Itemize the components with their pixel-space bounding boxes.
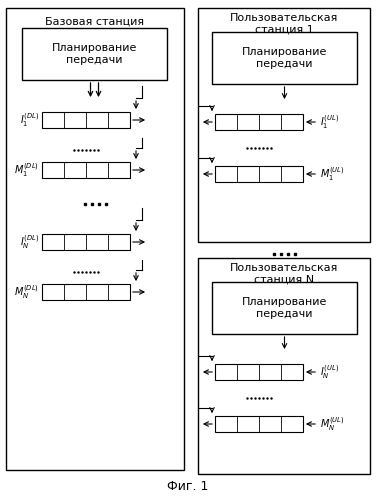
Text: Планирование
передачи: Планирование передачи — [242, 47, 327, 69]
Bar — [22, 28, 167, 80]
Text: $I_N^{(UL)}$: $I_N^{(UL)}$ — [320, 363, 339, 381]
Text: $I_1^{(UL)}$: $I_1^{(UL)}$ — [320, 113, 339, 131]
Text: $I_1^{(DL)}$: $I_1^{(DL)}$ — [20, 111, 39, 129]
Text: $M_N^{(DL)}$: $M_N^{(DL)}$ — [14, 283, 39, 301]
Bar — [212, 282, 357, 334]
Text: станция N: станция N — [254, 275, 314, 285]
Bar — [215, 114, 303, 130]
Bar — [42, 234, 130, 250]
Text: Планирование
передачи: Планирование передачи — [242, 297, 327, 319]
Bar — [13, 220, 177, 310]
Bar — [42, 112, 130, 128]
Text: $M_N^{(UL)}$: $M_N^{(UL)}$ — [320, 415, 345, 433]
Text: $I_N^{(DL)}$: $I_N^{(DL)}$ — [20, 233, 39, 251]
Text: Планирование
передачи: Планирование передачи — [52, 43, 137, 65]
Text: $M_1^{(UL)}$: $M_1^{(UL)}$ — [320, 165, 345, 183]
Bar — [215, 166, 303, 182]
Bar — [198, 258, 370, 474]
Bar — [42, 284, 130, 300]
Text: Фиг. 1: Фиг. 1 — [167, 480, 209, 493]
Text: станция 1: станция 1 — [255, 25, 313, 35]
Bar — [215, 364, 303, 380]
Text: Пользовательская: Пользовательская — [230, 13, 338, 23]
Bar — [6, 8, 184, 470]
Bar — [215, 416, 303, 432]
Bar — [42, 162, 130, 178]
Bar — [212, 32, 357, 84]
Bar — [198, 8, 370, 242]
Text: Базовая станция: Базовая станция — [45, 17, 144, 27]
Text: $M_1^{(DL)}$: $M_1^{(DL)}$ — [14, 161, 39, 179]
Text: Пользовательская: Пользовательская — [230, 263, 338, 273]
Bar — [13, 98, 177, 188]
